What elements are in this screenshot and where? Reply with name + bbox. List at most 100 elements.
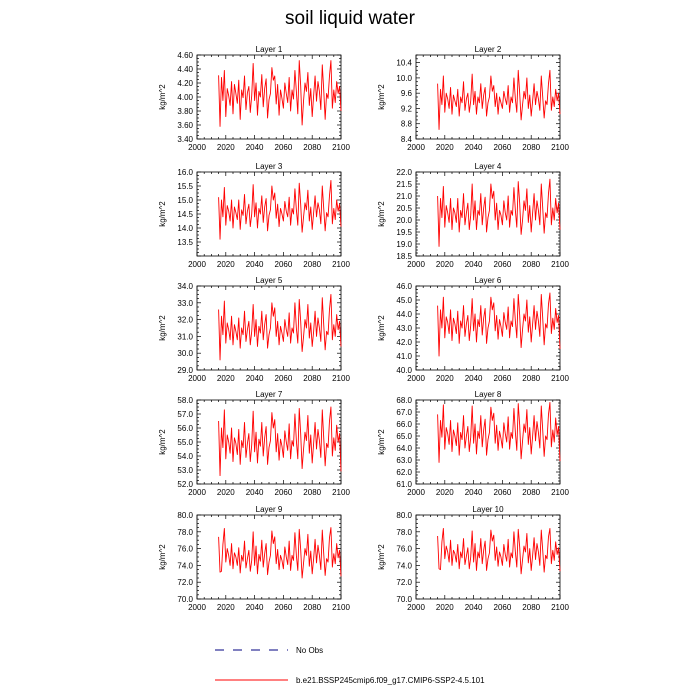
y-axis-label: kg/m^2 [158, 84, 167, 110]
x-tick-label: 2100 [551, 374, 569, 383]
y-tick-label: 9.2 [401, 104, 413, 113]
legend: No Obs b.e21.BSSP245cmip6.f09_g17.CMIP6-S… [215, 646, 485, 685]
y-tick-label: 76.0 [396, 545, 412, 554]
y-axis-label: kg/m^2 [158, 429, 167, 455]
panel-layer-4: Layer 4 2000 2020 2040 2060 2080 2100 18.5 19.0 1… [377, 162, 569, 269]
panel-layer-5: Layer 5 2000 2020 2040 2060 2080 2100 29.0 30.0 3… [158, 276, 350, 383]
y-tick-label: 14.5 [177, 210, 193, 219]
x-tick-label: 2020 [217, 374, 235, 383]
y-tick-label: 46.0 [396, 282, 412, 291]
y-axis-label: kg/m^2 [377, 429, 386, 455]
series-line [437, 292, 561, 357]
y-tick-label: 80.0 [396, 511, 412, 520]
x-tick-label: 2060 [494, 603, 512, 612]
y-tick-label: 63.0 [396, 456, 412, 465]
y-tick-label: 16.0 [177, 168, 193, 177]
y-tick-label: 55.0 [177, 438, 193, 447]
series-line [218, 406, 342, 477]
y-tick-label: 32.0 [177, 316, 193, 325]
x-tick-label: 2100 [332, 143, 350, 152]
y-tick-label: 54.0 [177, 452, 193, 461]
y-tick-label: 10.0 [396, 74, 412, 83]
x-tick-label: 2100 [332, 603, 350, 612]
panel-layer-9: Layer 9 2000 2020 2040 2060 2080 2100 70.0 72.0 7… [158, 505, 350, 612]
x-tick-label: 2100 [551, 260, 569, 269]
x-tick-label: 2020 [436, 374, 454, 383]
x-tick-label: 2080 [303, 143, 321, 152]
y-tick-label: 58.0 [177, 396, 193, 405]
panel-title: Layer 10 [472, 505, 504, 514]
y-tick-label: 74.0 [177, 561, 193, 570]
y-tick-label: 78.0 [177, 528, 193, 537]
y-tick-label: 68.0 [396, 396, 412, 405]
x-tick-label: 2040 [246, 260, 264, 269]
x-tick-label: 2000 [407, 260, 425, 269]
y-tick-label: 15.0 [177, 196, 193, 205]
x-tick-label: 2040 [465, 374, 483, 383]
x-tick-label: 2080 [522, 143, 540, 152]
panel-title: Layer 9 [256, 505, 283, 514]
y-tick-label: 18.5 [396, 252, 412, 261]
x-tick-label: 2040 [465, 603, 483, 612]
series-line [218, 527, 342, 579]
y-tick-label: 43.0 [396, 324, 412, 333]
x-tick-label: 2000 [188, 143, 206, 152]
x-tick-label: 2040 [246, 488, 264, 497]
x-tick-label: 2000 [407, 143, 425, 152]
x-tick-label: 2060 [494, 374, 512, 383]
x-tick-label: 2080 [303, 488, 321, 497]
series-line [437, 401, 561, 463]
x-tick-label: 2080 [303, 260, 321, 269]
x-tick-label: 2100 [332, 374, 350, 383]
y-axis-label: kg/m^2 [377, 315, 386, 341]
x-tick-label: 2020 [217, 260, 235, 269]
panel-title: Layer 6 [475, 276, 502, 285]
y-tick-label: 8.4 [401, 135, 413, 144]
y-tick-label: 31.0 [177, 332, 193, 341]
x-tick-label: 2020 [217, 603, 235, 612]
x-tick-label: 2000 [188, 488, 206, 497]
panel-layer-2: Layer 2 2000 2020 2040 2060 2080 2100 8.4 8.8 9.2… [377, 45, 569, 152]
series-line [437, 69, 561, 130]
y-tick-label: 45.0 [396, 296, 412, 305]
y-tick-label: 19.5 [396, 228, 412, 237]
y-axis-label: kg/m^2 [377, 201, 386, 227]
y-tick-label: 64.0 [396, 444, 412, 453]
x-tick-label: 2000 [407, 374, 425, 383]
y-tick-label: 52.0 [177, 480, 193, 489]
y-tick-label: 21.0 [396, 192, 412, 201]
y-tick-label: 4.60 [177, 51, 193, 60]
y-tick-label: 3.40 [177, 135, 193, 144]
y-tick-label: 70.0 [396, 595, 412, 604]
y-tick-label: 3.60 [177, 121, 193, 130]
y-tick-label: 22.0 [396, 168, 412, 177]
y-tick-label: 42.0 [396, 338, 412, 347]
x-tick-label: 2020 [436, 603, 454, 612]
panel-title: Layer 4 [475, 162, 502, 171]
x-tick-label: 2100 [551, 143, 569, 152]
y-tick-label: 13.5 [177, 238, 193, 247]
y-tick-label: 15.5 [177, 182, 193, 191]
x-tick-label: 2080 [522, 374, 540, 383]
y-tick-label: 33.0 [177, 299, 193, 308]
y-tick-label: 19.0 [396, 240, 412, 249]
panel-layer-7: Layer 7 2000 2020 2040 2060 2080 2100 52.0 53.0 5… [158, 390, 350, 497]
y-tick-label: 29.0 [177, 366, 193, 375]
y-tick-label: 44.0 [396, 310, 412, 319]
y-tick-label: 72.0 [177, 578, 193, 587]
x-tick-label: 2080 [303, 603, 321, 612]
y-tick-label: 8.8 [401, 120, 413, 129]
y-tick-label: 40.0 [396, 366, 412, 375]
y-tick-label: 56.0 [177, 424, 193, 433]
x-tick-label: 2020 [436, 260, 454, 269]
x-tick-label: 2080 [522, 260, 540, 269]
y-tick-label: 20.0 [396, 216, 412, 225]
x-tick-label: 2040 [246, 603, 264, 612]
y-tick-label: 74.0 [396, 561, 412, 570]
panel-layer-10: Layer 10 2000 2020 2040 2060 2080 2100 70.0 72.0… [377, 505, 569, 612]
y-tick-label: 14.0 [177, 224, 193, 233]
y-tick-label: 61.0 [396, 480, 412, 489]
y-tick-label: 41.0 [396, 352, 412, 361]
y-tick-label: 57.0 [177, 410, 193, 419]
x-tick-label: 2060 [275, 488, 293, 497]
